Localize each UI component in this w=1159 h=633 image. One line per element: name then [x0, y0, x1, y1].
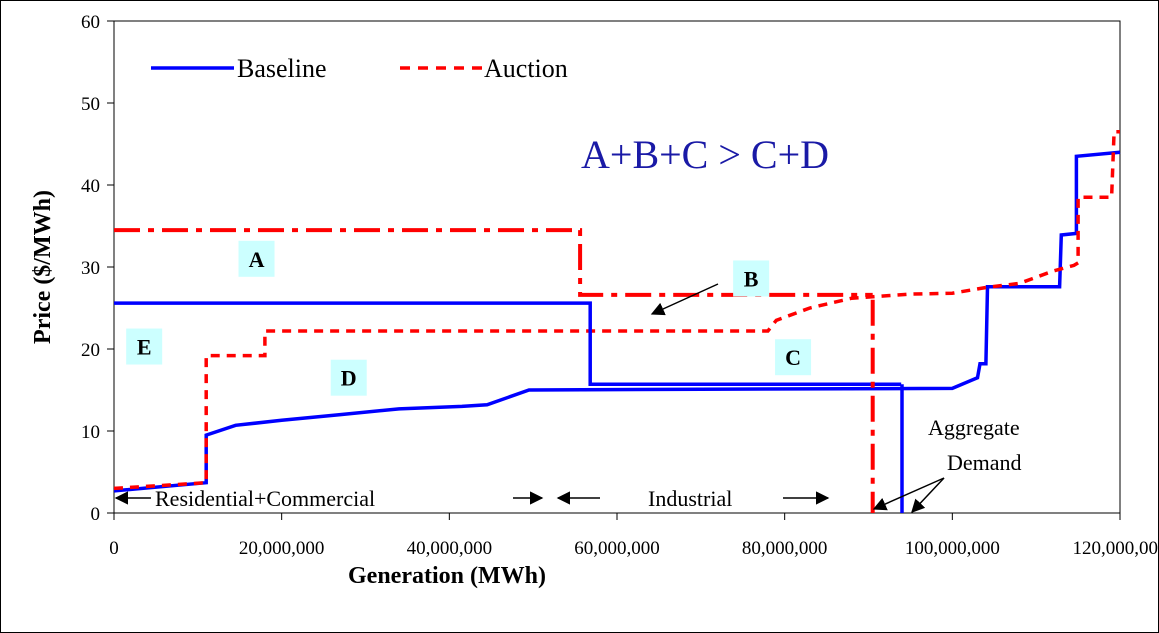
y-tick-label: 0 [91, 504, 101, 525]
region-label-text: E [137, 335, 152, 360]
aggregate-demand-label-line2: Demand [947, 450, 1022, 475]
region-label-box [238, 240, 275, 277]
x-tick-label: 40,000,000 [407, 538, 493, 559]
baseline-price-line [114, 301, 902, 387]
y-tick-label: 30 [81, 258, 100, 279]
region-label-d: D [330, 359, 367, 396]
auction-price-line-A [114, 228, 873, 297]
legend: Baseline Auction [151, 54, 568, 83]
y-tick-label: 50 [81, 94, 100, 115]
y-tick-label: 60 [81, 12, 100, 33]
x-axis: 0 20,000,000 40,000,000 60,000,000 80,000,00… [109, 513, 1159, 559]
region-label-text: C [785, 345, 801, 370]
x-tick-label: 20,000,000 [239, 538, 325, 559]
region-b-arrow [650, 283, 719, 316]
region-label-box [733, 260, 770, 297]
region-label-box [126, 328, 163, 365]
legend-label-baseline: Baseline [237, 54, 327, 83]
x-tick-label: 120,000,000 [1073, 538, 1159, 559]
aggregate-demand-label-line1: Aggregate [928, 415, 1020, 440]
industrial-label: Industrial [648, 486, 732, 511]
x-tick-label: 100,000,000 [905, 538, 1000, 559]
reference-lines [114, 228, 904, 513]
region-label-box [775, 339, 812, 376]
aggregate-demand-arrow-auction [872, 477, 945, 511]
region-label-b: B [733, 260, 770, 297]
region-label-c: C [775, 339, 812, 376]
region-label-text: B [744, 266, 759, 291]
y-tick-label: 20 [81, 340, 100, 361]
region-label-box [330, 359, 367, 396]
series-line-auction [113, 129, 1120, 491]
legend-label-auction: Auction [484, 54, 568, 83]
x-tick-label: 0 [109, 538, 119, 559]
region-labels: A B C D E [126, 240, 812, 396]
range-annotations: Residential+Commercial Industrial Aggreg… [114, 415, 1022, 513]
series-line-baseline [113, 150, 1121, 493]
y-axis: 0 10 20 30 40 50 60 [81, 12, 114, 525]
x-axis-title: Generation (MWh) [348, 563, 546, 589]
region-label-e: E [126, 328, 163, 365]
x-tick-label: 80,000,000 [742, 538, 828, 559]
region-label-text: A [249, 247, 265, 272]
series-layer [113, 129, 1121, 493]
y-tick-label: 40 [81, 176, 100, 197]
y-axis-title: Price ($/MWh) [30, 190, 56, 344]
aggregate-demand-arrow-baseline [911, 477, 945, 513]
region-label-a: A [238, 240, 275, 277]
y-tick-label: 10 [81, 422, 100, 443]
x-tick-label: 60,000,000 [574, 538, 660, 559]
residential-label: Residential+Commercial [155, 486, 375, 511]
equation-annotation: A+B+C > C+D [581, 132, 829, 177]
region-label-text: D [341, 366, 357, 391]
